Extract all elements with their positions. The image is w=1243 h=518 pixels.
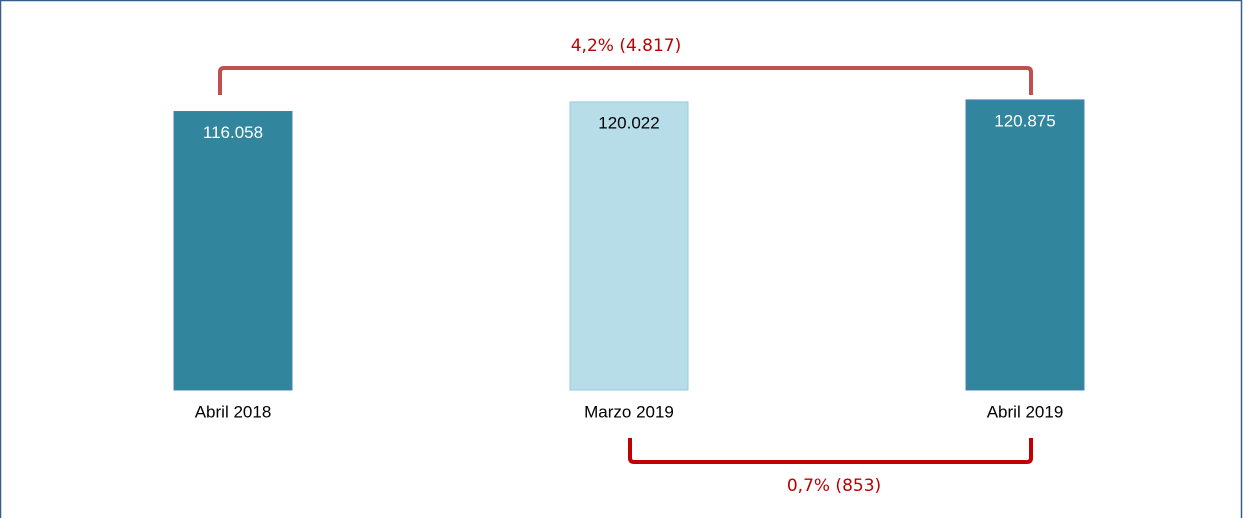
value-label: 120.022	[598, 113, 659, 132]
annotation: 4,2% (4.817)	[571, 36, 682, 56]
x-tick-label: Abril 2018	[195, 402, 272, 421]
bracket	[628, 438, 1033, 464]
annotation: 0,7% (853)	[787, 476, 881, 496]
x-tick-label: Abril 2019	[987, 402, 1064, 421]
value-label: 120.875	[994, 111, 1055, 130]
value-label: 116.058	[203, 123, 263, 142]
bracket	[218, 66, 1033, 95]
bar	[569, 101, 689, 391]
bar	[173, 110, 293, 391]
x-tick-label: Marzo 2019	[584, 402, 674, 421]
bar	[965, 99, 1085, 391]
